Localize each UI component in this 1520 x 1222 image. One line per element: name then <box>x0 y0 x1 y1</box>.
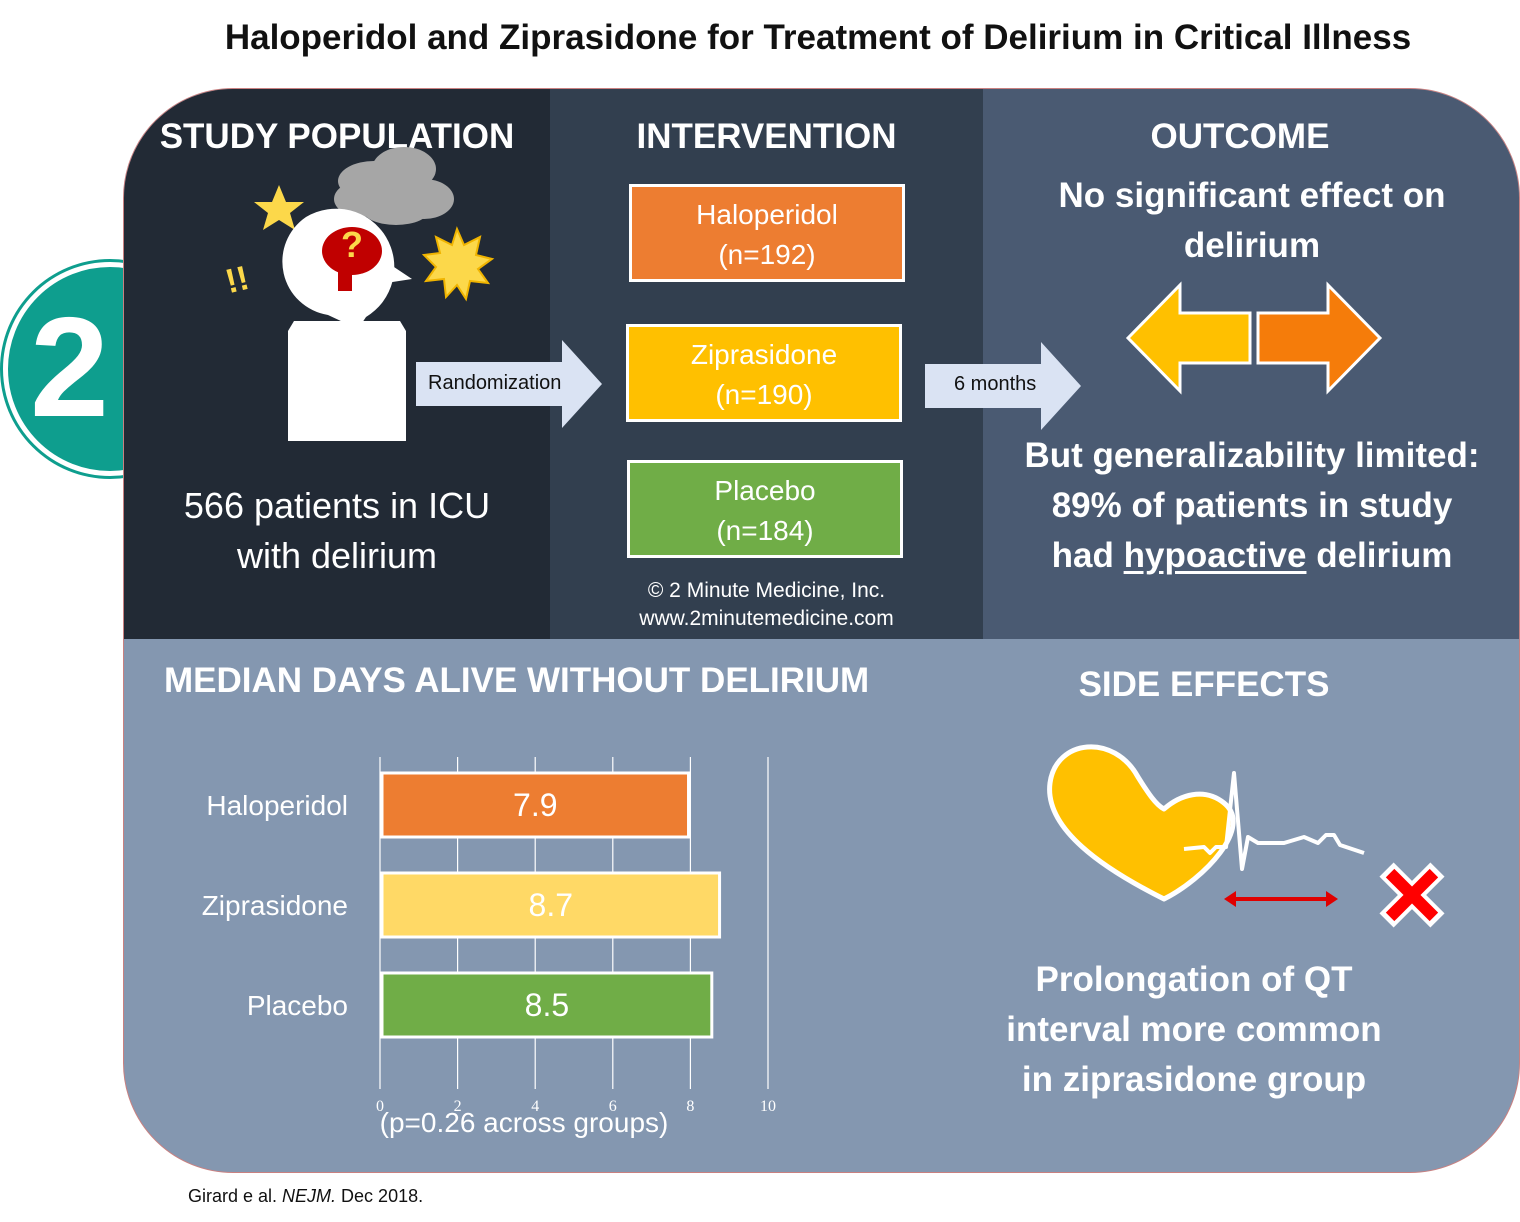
chart-annotation: (p=0.26 across groups) <box>379 1107 669 1138</box>
arm-name: Haloperidol <box>696 199 838 230</box>
copyright-url: www.2minutemedicine.com <box>639 607 894 630</box>
side-effects-line-3: in ziprasidone group <box>1021 1060 1367 1099</box>
x-tick-label: 6 <box>609 1098 617 1115</box>
logo-digit: 2 <box>30 288 109 447</box>
side-effects-line-1: Prolongation of QT <box>1035 960 1353 999</box>
arm-name: Placebo <box>714 475 816 506</box>
citation-authors: Girard e al. <box>188 1186 283 1206</box>
outcome-sub-line-2: 89% of patients in study <box>1051 486 1453 525</box>
side-effects-text: Prolongation of QT interval more common … <box>974 955 1414 1105</box>
arm-box-placebo: Placebo (n=184) <box>627 460 903 558</box>
outcome-limitation-text: But generalizability limited: 89% of pat… <box>983 431 1519 581</box>
bar <box>380 771 691 839</box>
study-population-heading: STUDY POPULATION <box>159 117 515 156</box>
heart-ecg-icon <box>1047 744 1445 928</box>
x-tick-label: 0 <box>376 1098 384 1115</box>
population-line-2: with delirium <box>236 535 438 576</box>
side-effects-line-2: interval more common <box>1006 1010 1382 1049</box>
x-tick-label: 10 <box>760 1098 776 1115</box>
copyright-notice: © 2 Minute Medicine, Inc. www.2minutemed… <box>550 577 983 633</box>
outcome-sub-line-1: But generalizability limited: <box>1024 436 1480 475</box>
bar <box>380 971 714 1039</box>
arm-box-haloperidol: Haloperidol (n=192) <box>629 184 905 282</box>
citation-journal: NEJM. <box>282 1186 337 1206</box>
population-description: 566 patients in ICU with delirium <box>124 481 550 581</box>
copyright-line-1: © 2 Minute Medicine, Inc. <box>647 579 886 602</box>
arm-box-ziprasidone: Ziprasidone (n=190) <box>626 324 902 422</box>
chart-title: MEDIAN DAYS ALIVE WITHOUT DELIRIUM <box>164 661 870 700</box>
side-effects-heading: SIDE EFFECTS <box>1078 665 1330 704</box>
double-arrow-icon <box>1125 281 1383 395</box>
outcome-main-line-1: No significant effect on <box>1058 176 1446 215</box>
bar-value-label: 8.7 <box>529 887 573 923</box>
intervention-heading: INTERVENTION <box>636 117 897 156</box>
followup-label: 6 months <box>954 373 1037 395</box>
arm-count: (n=192) <box>718 239 816 270</box>
outcome-main-line-2: delirium <box>1183 226 1321 265</box>
citation-date: Dec 2018. <box>336 1186 424 1206</box>
randomization-label: Randomization <box>428 372 562 394</box>
population-line-1: 566 patients in ICU <box>183 485 491 526</box>
category-label: Haloperidol <box>206 790 348 821</box>
followup-arrow <box>925 342 1081 430</box>
category-label: Placebo <box>247 990 348 1021</box>
outcome-heading: OUTCOME <box>1150 117 1330 156</box>
bar-chart: 0 2 4 6 8 10 7.9 Haloperidol 8.7 Ziprasidone 8.5 Pl… <box>202 757 776 1115</box>
randomization-arrow <box>416 340 602 428</box>
x-tick-label: 8 <box>686 1098 694 1115</box>
hypoactive-emphasis: hypoactive <box>1123 536 1307 575</box>
outcome-sub-line-3-pre: had <box>1051 536 1124 575</box>
x-tick-label: 2 <box>454 1098 462 1115</box>
citation: Girard e al. NEJM. Dec 2018. <box>188 1186 423 1207</box>
confused-patient-icon <box>254 147 495 441</box>
intervention-panel: INTERVENTION Haloperidol (n=192) Ziprasi… <box>550 89 983 639</box>
arm-count: (n=190) <box>715 379 813 410</box>
arm-count: (n=184) <box>716 515 814 546</box>
bar-value-label: 8.5 <box>525 987 569 1023</box>
outcome-panel: OUTCOME No significant effect on deliriu… <box>983 89 1519 639</box>
outcome-main-text: No significant effect on delirium <box>983 171 1519 271</box>
arm-name: Ziprasidone <box>690 339 838 370</box>
bar-value-label: 7.9 <box>513 787 557 823</box>
page-title: Haloperidol and Ziprasidone for Treatmen… <box>224 18 1412 57</box>
bar <box>380 871 722 939</box>
question-mark: ? <box>341 224 363 265</box>
outcome-sub-line-3: had hypoactive delirium <box>983 531 1519 581</box>
infographic-card: STUDY POPULATION ? !! <box>123 88 1520 1173</box>
outcome-sub-line-3-post: delirium <box>1306 536 1453 575</box>
x-tick-label: 4 <box>531 1098 539 1115</box>
category-label: Ziprasidone <box>202 890 348 921</box>
